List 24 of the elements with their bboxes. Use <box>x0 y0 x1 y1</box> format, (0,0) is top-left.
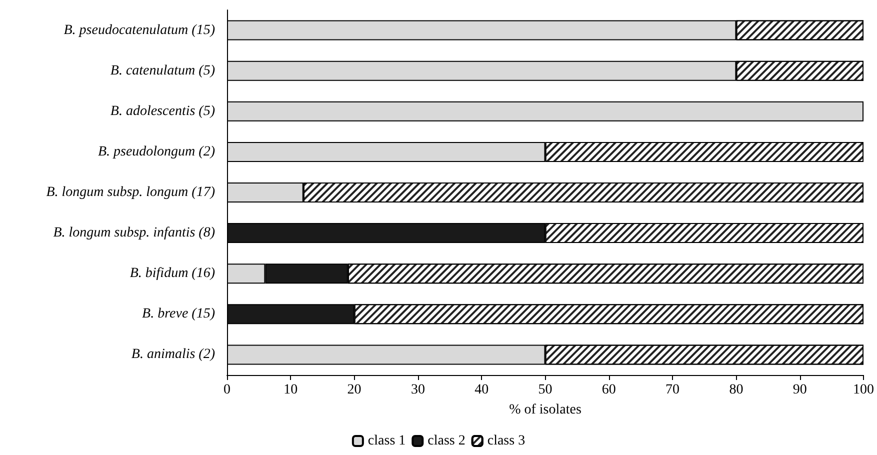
y-tick-label: B. longum subsp. longum (17) <box>46 185 216 200</box>
x-tick-label: 20 <box>347 382 362 398</box>
legend-label: class 2 <box>428 434 466 448</box>
legend-label: class 3 <box>487 434 526 448</box>
y-tick-label: B. adolescentis (5) <box>110 104 216 119</box>
x-tick-label: 40 <box>474 382 489 398</box>
x-tick-label: 10 <box>284 382 298 398</box>
y-tick-label: B. pseudocatenulatum (15) <box>64 22 216 38</box>
x-tick-label: 30 <box>410 382 425 398</box>
y-tick-label: B. catenulatum (5) <box>110 63 216 78</box>
y-tick-label: B. bifidum (16) <box>130 266 216 282</box>
x-tick-label: 90 <box>792 382 807 398</box>
x-tick-label: 0 <box>224 382 230 398</box>
x-tick-label: 50 <box>538 382 552 398</box>
y-tick-label: B. pseudolongum (2) <box>98 144 216 160</box>
legend-label: class 1 <box>368 434 406 448</box>
x-tick-label: 60 <box>602 382 616 398</box>
x-axis-title: % of isolates <box>509 402 582 418</box>
x-tick-label: 70 <box>666 382 680 398</box>
y-tick-label: B. animalis (2) <box>131 347 216 362</box>
y-tick-label: B. longum subsp. infantis (8) <box>53 226 216 241</box>
x-tick-label: 100 <box>853 382 874 398</box>
x-tick-label: 80 <box>729 382 744 398</box>
y-tick-label: B. breve (15) <box>142 306 216 322</box>
